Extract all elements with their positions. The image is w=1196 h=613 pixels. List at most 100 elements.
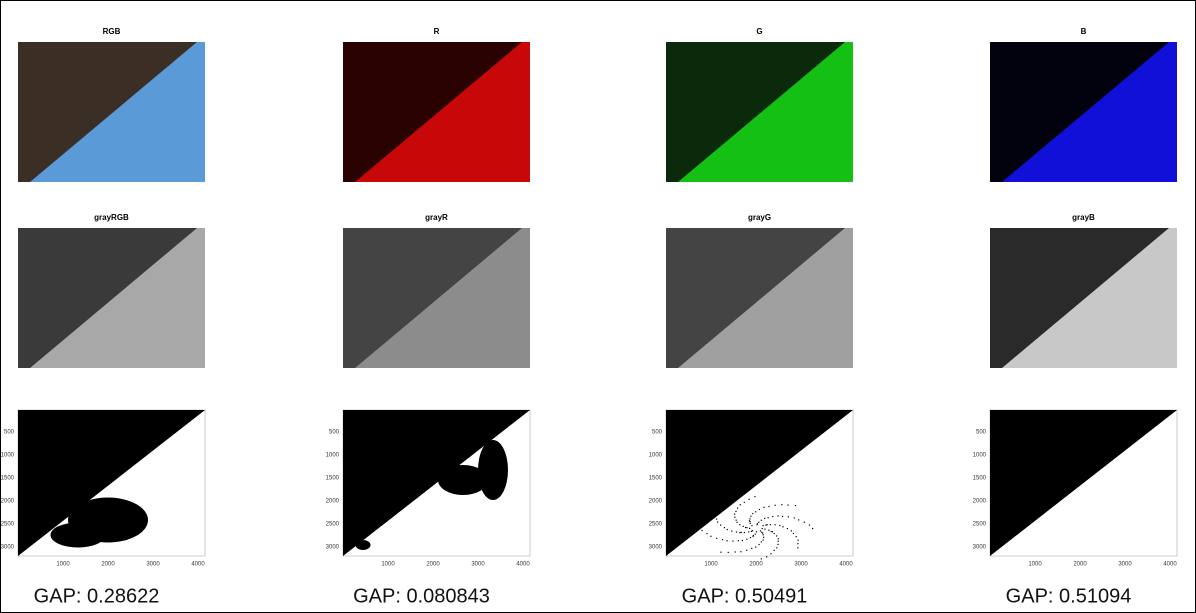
binary-speck <box>741 532 742 533</box>
binary-speck <box>746 550 747 551</box>
binary-speck <box>755 511 756 512</box>
binary-speck <box>755 546 756 547</box>
binary-speck <box>763 534 764 535</box>
binary-speck <box>809 524 810 525</box>
y-tick-label: 500 <box>329 430 340 436</box>
binary-speck <box>749 521 750 522</box>
binary-speck <box>732 540 733 541</box>
gap-caption: GAP: 0.28622 <box>34 585 160 607</box>
binary-speck <box>778 541 779 542</box>
y-tick-label: 1500 <box>326 476 340 482</box>
panel-title: grayR <box>425 213 448 222</box>
binary-speck <box>724 527 725 528</box>
binary-speck <box>735 511 736 512</box>
binary-speck <box>779 525 780 526</box>
binary-speck <box>751 531 752 532</box>
x-tick-label: 2000 <box>749 562 763 568</box>
binary-speck <box>764 518 765 519</box>
binary-speck <box>787 504 788 505</box>
binary-speck <box>781 504 782 505</box>
binary-speck <box>774 533 775 534</box>
y-tick-label: 1000 <box>649 453 663 459</box>
panel-title: B <box>1081 27 1087 36</box>
binary-speck <box>778 538 779 539</box>
binary-speck <box>782 526 783 527</box>
binary-speck <box>777 544 778 545</box>
binary-speck <box>768 530 769 531</box>
binary-speck <box>742 540 743 541</box>
binary-speck <box>761 541 762 542</box>
binary-speck <box>749 518 750 519</box>
panel-title: grayB <box>1072 213 1095 222</box>
y-tick-label: 3000 <box>973 545 987 551</box>
y-tick-label: 500 <box>652 430 663 436</box>
binary-speck <box>777 515 778 516</box>
y-tick-label: 1500 <box>1 476 15 482</box>
y-tick-label: 3000 <box>649 545 663 551</box>
y-tick-label: 2000 <box>326 499 340 505</box>
binary-speck <box>796 536 797 537</box>
binary-blob <box>478 440 508 500</box>
binary-speck <box>717 521 718 522</box>
binary-speck <box>776 535 777 536</box>
binary-speck <box>740 504 741 505</box>
y-tick-label: 2000 <box>973 499 987 505</box>
binary-speck <box>772 516 773 517</box>
panel-title: grayG <box>748 213 771 222</box>
binary-speck <box>774 550 775 551</box>
binary-blob <box>356 540 371 550</box>
binary-speck <box>804 522 805 523</box>
binary-speck <box>710 536 711 537</box>
binary-speck <box>763 537 764 538</box>
binary-speck <box>722 539 723 540</box>
binary-speck <box>757 524 758 525</box>
binary-speck <box>768 517 769 518</box>
binary-speck <box>716 538 717 539</box>
y-tick-label: 3000 <box>326 545 340 551</box>
y-tick-label: 1000 <box>326 453 340 459</box>
binary-speck <box>787 528 788 529</box>
y-tick-label: 500 <box>976 430 987 436</box>
x-tick-label: 1000 <box>56 562 70 568</box>
binary-speck <box>775 505 776 506</box>
binary-speck <box>797 547 798 548</box>
binary-speck <box>755 534 756 535</box>
binary-speck <box>738 540 739 541</box>
binary-speck <box>795 505 796 506</box>
binary-speck <box>731 530 732 531</box>
binary-speck <box>745 527 746 528</box>
binary-speck <box>720 524 721 525</box>
binary-speck <box>746 539 747 540</box>
binary-speck <box>771 531 772 532</box>
x-tick-label: 1000 <box>704 562 718 568</box>
binary-speck <box>750 523 751 524</box>
binary-speck <box>761 558 762 559</box>
binary-speck <box>748 531 749 532</box>
binary-speck <box>749 528 750 529</box>
binary-speck <box>736 522 737 523</box>
binary-speck <box>772 531 773 532</box>
binary-speck <box>798 519 799 520</box>
binary-speck <box>770 553 771 554</box>
binary-speck <box>754 496 755 497</box>
y-tick-label: 2000 <box>1 499 15 505</box>
x-tick-label: 2000 <box>1073 562 1087 568</box>
binary-speck <box>752 530 753 531</box>
binary-speck <box>797 540 798 541</box>
binary-speck <box>714 515 715 516</box>
y-tick-label: 2000 <box>649 499 663 505</box>
binary-speck <box>740 551 741 552</box>
binary-speck <box>716 518 717 519</box>
binary-speck <box>788 516 789 517</box>
x-tick-label: 3000 <box>794 562 808 568</box>
y-tick-label: 1500 <box>649 476 663 482</box>
binary-speck <box>797 543 798 544</box>
binary-speck <box>794 517 795 518</box>
binary-speck <box>758 522 759 523</box>
y-tick-label: 2500 <box>973 522 987 528</box>
binary-speck <box>753 535 754 536</box>
binary-blob <box>438 465 488 495</box>
binary-speck <box>762 539 763 540</box>
x-tick-label: 3000 <box>471 562 485 568</box>
y-tick-label: 1000 <box>973 453 987 459</box>
